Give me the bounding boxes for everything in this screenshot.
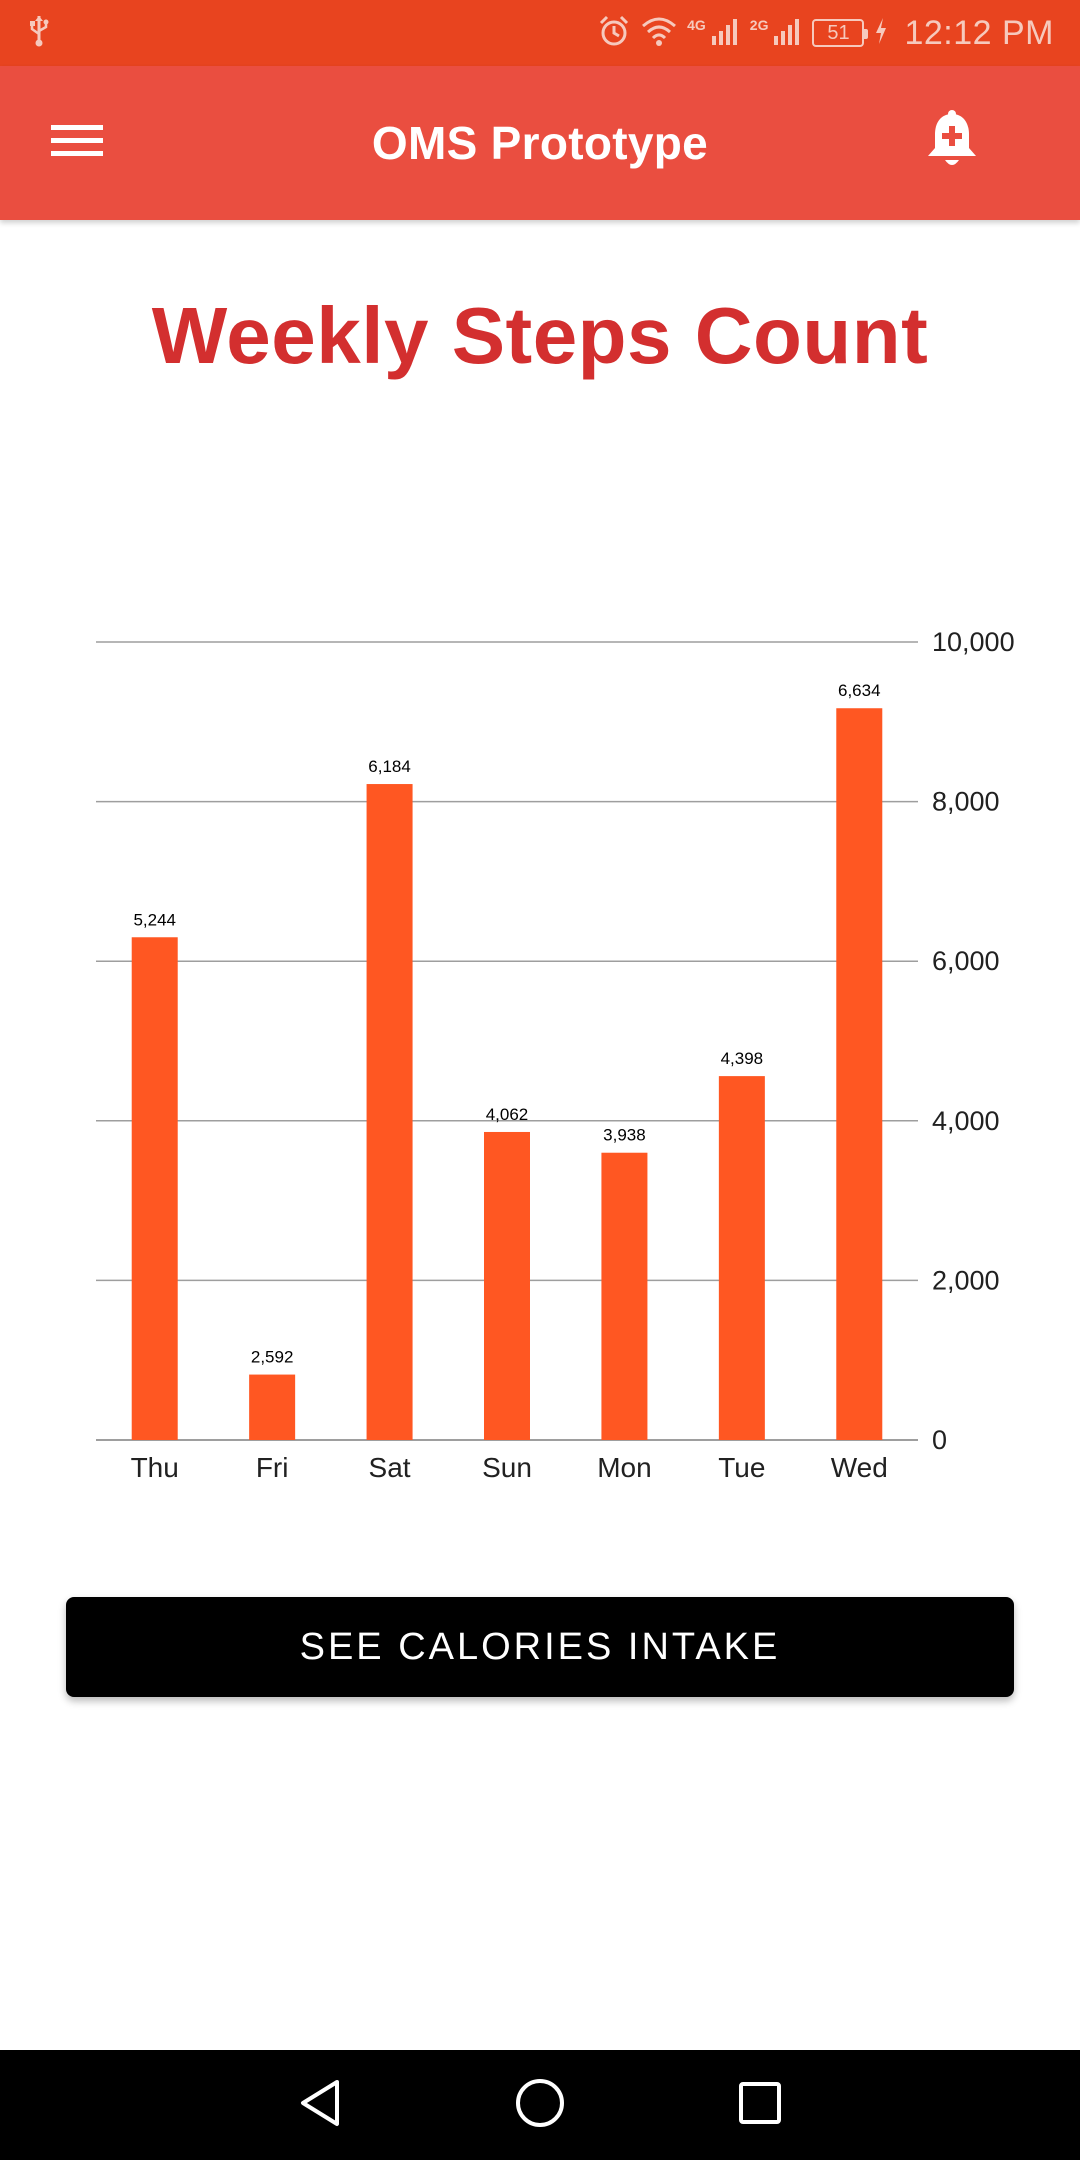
back-button[interactable] bbox=[285, 2072, 355, 2138]
battery-level: 51 bbox=[827, 21, 850, 44]
x-tick-label: Mon bbox=[597, 1452, 651, 1483]
data-label: 5,244 bbox=[133, 910, 176, 929]
app-title: OMS Prototype bbox=[371, 117, 709, 169]
wifi-icon bbox=[641, 16, 677, 51]
bell-plus-icon bbox=[925, 109, 979, 175]
status-time: 12:12 PM bbox=[904, 13, 1054, 52]
x-tick-label: Sat bbox=[369, 1452, 411, 1483]
system-nav-bar bbox=[0, 2050, 1080, 2160]
status-left bbox=[28, 14, 50, 53]
recents-square-icon bbox=[737, 2080, 783, 2131]
bar-fri bbox=[249, 1374, 296, 1440]
recents-button[interactable] bbox=[725, 2072, 795, 2138]
page-title: Weekly Steps Count bbox=[151, 291, 929, 380]
app-bar: OMS Prototype bbox=[0, 66, 1080, 220]
y-tick-label: 8,000 bbox=[932, 787, 1000, 817]
back-triangle-icon bbox=[297, 2078, 343, 2133]
y-tick-label: 0 bbox=[932, 1425, 947, 1455]
status-right: 4G 2G 51 12:12 PM bbox=[597, 14, 1054, 53]
data-label: 4,398 bbox=[721, 1049, 764, 1068]
network-type-2: 2G bbox=[749, 17, 769, 33]
alarm-icon bbox=[597, 14, 631, 53]
y-tick-label: 6,000 bbox=[932, 946, 1000, 976]
bar-wed bbox=[836, 708, 883, 1440]
menu-button[interactable] bbox=[40, 111, 114, 175]
bar-thu bbox=[131, 937, 178, 1440]
bar-chart: 0 2,000 4,000 6,000 8,000 10,000 5,244 Thu 2,592… bbox=[96, 627, 1015, 1483]
status-bar: 4G 2G 51 12:12 PM bbox=[0, 0, 1080, 66]
bar-sun bbox=[484, 1131, 530, 1440]
data-label: 2,592 bbox=[251, 1348, 294, 1367]
data-label: 6,634 bbox=[838, 681, 881, 700]
y-tick-label: 2,000 bbox=[932, 1265, 1000, 1295]
y-tick-label: 4,000 bbox=[932, 1106, 1000, 1136]
x-tick-label: Thu bbox=[131, 1452, 179, 1483]
x-tick-label: Tue bbox=[718, 1452, 765, 1483]
usb-icon bbox=[28, 14, 50, 53]
signal-icon bbox=[710, 16, 740, 51]
data-label: 4,062 bbox=[486, 1105, 529, 1124]
home-circle-icon bbox=[514, 2077, 566, 2134]
battery-icon: 51 bbox=[812, 19, 869, 47]
notification-button[interactable] bbox=[916, 106, 988, 178]
hamburger-menu-icon bbox=[51, 123, 103, 164]
bar-tue bbox=[718, 1076, 765, 1440]
x-tick-label: Wed bbox=[831, 1452, 888, 1483]
x-tick-label: Sun bbox=[482, 1452, 532, 1483]
x-tick-label: Fri bbox=[256, 1452, 289, 1483]
network-type-1: 4G bbox=[687, 17, 706, 33]
see-calories-intake-button[interactable]: SEE CALORIES INTAKE bbox=[66, 1597, 1014, 1697]
steps-chart: 0 2,000 4,000 6,000 8,000 10,000 5,244 Thu 2,592… bbox=[0, 600, 1080, 1500]
bar-sat bbox=[366, 784, 413, 1440]
charging-icon bbox=[874, 17, 888, 50]
signal-icon bbox=[772, 16, 802, 51]
bar-mon bbox=[601, 1152, 648, 1440]
data-label: 3,938 bbox=[603, 1126, 646, 1145]
data-label: 6,184 bbox=[368, 757, 411, 776]
home-button[interactable] bbox=[505, 2072, 575, 2138]
y-tick-label: 10,000 bbox=[932, 627, 1015, 657]
